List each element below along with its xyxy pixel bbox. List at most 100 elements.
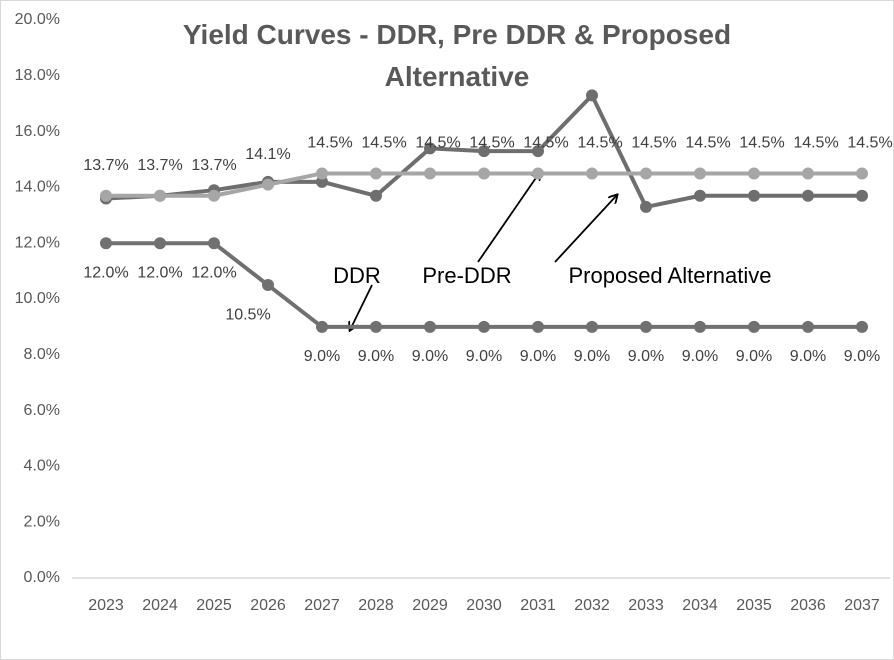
- data-label: 9.0%: [736, 348, 772, 365]
- marker: [586, 320, 598, 333]
- data-label: 14.5%: [739, 135, 784, 152]
- marker: [478, 167, 490, 180]
- data-label: 14.5%: [631, 135, 676, 152]
- marker: [802, 167, 814, 180]
- data-label: 14.5%: [307, 135, 352, 152]
- marker: [532, 145, 544, 158]
- data-label: 10.5%: [225, 306, 270, 323]
- marker: [370, 189, 382, 202]
- marker: [856, 189, 868, 202]
- data-label: 14.5%: [361, 135, 406, 152]
- data-label: 9.0%: [844, 348, 880, 365]
- data-label: 14.1%: [245, 146, 290, 163]
- marker: [532, 320, 544, 333]
- arrow: [554, 195, 617, 263]
- y-tick-label: 14.0%: [15, 179, 60, 196]
- data-label: 13.7%: [83, 157, 128, 174]
- data-label: 9.0%: [466, 348, 502, 365]
- y-tick-label: 18.0%: [15, 67, 60, 84]
- marker: [424, 142, 436, 155]
- y-tick-label: 0.0%: [24, 569, 60, 586]
- data-label: 9.0%: [682, 348, 718, 365]
- x-tick-label: 2028: [358, 597, 394, 614]
- marker: [262, 178, 274, 191]
- data-label: 14.5%: [847, 135, 892, 152]
- marker: [748, 189, 760, 202]
- data-label: 9.0%: [520, 348, 556, 365]
- marker: [586, 89, 598, 102]
- data-label: 14.5%: [685, 135, 730, 152]
- chart-title: Yield Curves - DDR, Pre DDR & Proposed A…: [182, 19, 732, 92]
- marker: [532, 167, 544, 180]
- marker: [262, 279, 274, 292]
- marker: [856, 320, 868, 333]
- marker: [640, 200, 652, 213]
- marker: [424, 320, 436, 333]
- x-tick-label: 2029: [412, 597, 448, 614]
- y-tick-label: 16.0%: [15, 123, 60, 140]
- data-label: 14.5%: [469, 135, 514, 152]
- x-tick-label: 2030: [466, 597, 502, 614]
- data-label: 14.5%: [577, 135, 622, 152]
- marker: [694, 189, 706, 202]
- marker: [316, 320, 328, 333]
- marker: [478, 320, 490, 333]
- x-tick-label: 2026: [250, 597, 286, 614]
- marker: [640, 320, 652, 333]
- data-label: 9.0%: [574, 348, 610, 365]
- x-tick-label: 2023: [88, 597, 124, 614]
- marker: [586, 167, 598, 180]
- y-tick-label: 20.0%: [15, 11, 60, 28]
- data-label: 14.5%: [793, 135, 838, 152]
- data-label: 9.0%: [790, 348, 826, 365]
- marker: [694, 167, 706, 180]
- x-tick-label: 2025: [196, 597, 232, 614]
- x-tick-label: 2031: [520, 597, 556, 614]
- marker: [370, 167, 382, 180]
- marker: [154, 237, 166, 250]
- arrow: [350, 284, 373, 330]
- marker: [208, 189, 220, 202]
- marker: [154, 189, 166, 202]
- y-tick-label: 12.0%: [15, 234, 60, 251]
- data-label: 13.7%: [137, 157, 182, 174]
- series-annotation: Pre-DDR: [422, 263, 511, 288]
- data-label: 9.0%: [412, 348, 448, 365]
- data-label: 9.0%: [358, 348, 394, 365]
- data-label: 12.0%: [191, 264, 236, 281]
- x-tick-label: 2032: [574, 597, 610, 614]
- marker: [748, 320, 760, 333]
- marker: [748, 167, 760, 180]
- data-label: 14.5%: [415, 135, 460, 152]
- marker: [100, 189, 112, 202]
- y-tick-label: 4.0%: [24, 458, 60, 475]
- y-tick-label: 2.0%: [24, 513, 60, 530]
- x-tick-label: 2035: [736, 597, 772, 614]
- series-annotation: Proposed Alternative: [568, 263, 771, 288]
- y-tick-label: 6.0%: [24, 402, 60, 419]
- data-label: 12.0%: [137, 264, 182, 281]
- data-label: 13.7%: [191, 157, 236, 174]
- marker: [694, 320, 706, 333]
- data-label: 12.0%: [83, 264, 128, 281]
- marker: [208, 237, 220, 250]
- x-tick-label: 2027: [304, 597, 340, 614]
- marker: [370, 320, 382, 333]
- x-tick-label: 2033: [628, 597, 664, 614]
- marker: [802, 320, 814, 333]
- marker: [424, 167, 436, 180]
- data-label: 9.0%: [304, 348, 340, 365]
- arrow: [477, 172, 540, 263]
- marker: [316, 175, 328, 188]
- series-annotation: DDR: [333, 263, 381, 288]
- x-tick-label: 2034: [682, 597, 718, 614]
- y-tick-label: 8.0%: [24, 346, 60, 363]
- marker: [640, 167, 652, 180]
- marker: [856, 167, 868, 180]
- marker: [802, 189, 814, 202]
- marker: [316, 167, 328, 180]
- data-label: 9.0%: [628, 348, 664, 365]
